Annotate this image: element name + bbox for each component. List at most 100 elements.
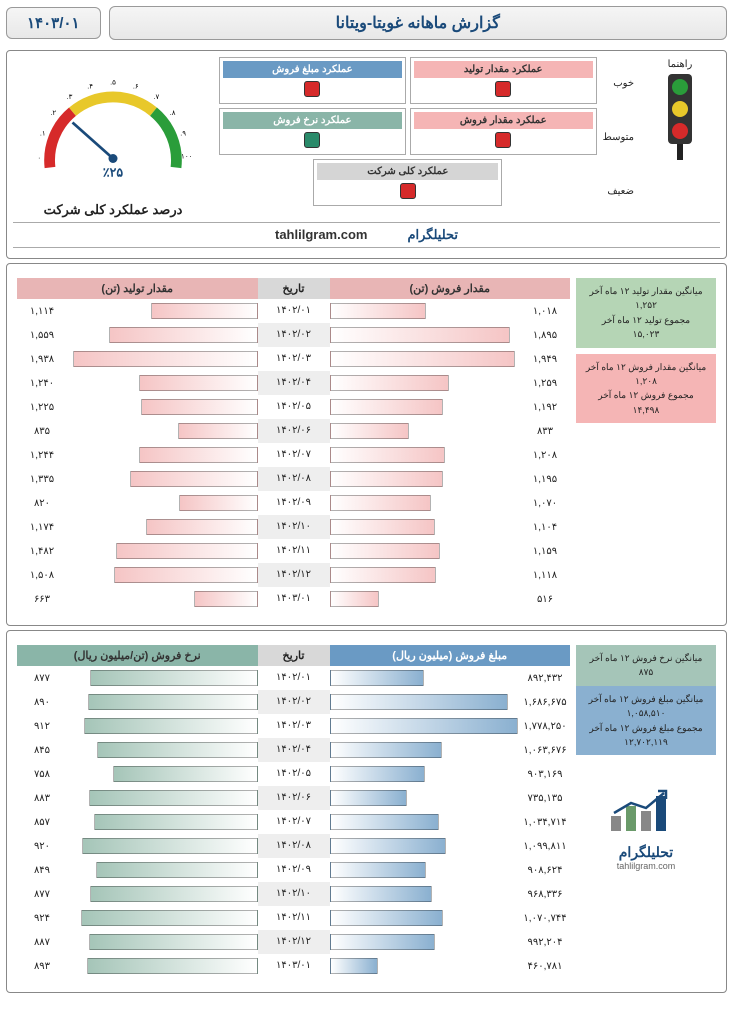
bar-value: ۱,۲۵۹: [520, 378, 570, 389]
bar-row: ۸۴۵: [17, 738, 258, 762]
logo-icon: [596, 781, 696, 841]
bar-row: ۷۵۸: [17, 762, 258, 786]
date-column: تاریخ۱۴۰۲/۰۱۱۴۰۲/۰۲۱۴۰۲/۰۳۱۴۰۲/۰۴۱۴۰۲/۰۵…: [258, 278, 330, 611]
date-cell: ۱۴۰۲/۱۲: [258, 563, 330, 587]
bar-value: ۱,۱۱۴: [17, 306, 67, 317]
date-cell: ۱۴۰۲/۰۲: [258, 690, 330, 714]
bar-value: ۸۲۰: [17, 498, 67, 509]
column-header: نرخ فروش (تن/میلیون ریال): [17, 645, 258, 666]
bar-value: ۸۹۰: [17, 697, 67, 708]
bar-fill: [330, 543, 440, 559]
bar-fill: [330, 303, 427, 319]
bar-value: ۵۱۶: [520, 594, 570, 605]
bar-fill: [330, 519, 435, 535]
bar-row: ۱,۴۸۲: [17, 539, 258, 563]
svg-text:۴.: ۴.: [87, 81, 93, 90]
bar-value: ۱,۹۳۸: [17, 354, 67, 365]
bar-value: ۸۳۳: [520, 426, 570, 437]
date-cell: ۱۴۰۲/۰۷: [258, 443, 330, 467]
bar-row: ۹۰۸,۶۲۴: [330, 858, 571, 882]
stat-line: مجموع فروش ۱۲ ماه آخر: [580, 388, 712, 402]
bar-row: ۱,۰۳۴,۷۱۴: [330, 810, 571, 834]
section-2: میانگین نرخ فروش ۱۲ ماه آخر۸۷۵میانگین مب…: [6, 630, 727, 993]
indicator-label: عملکرد مبلغ فروش: [223, 61, 402, 78]
bar-value: ۸۷۷: [17, 889, 67, 900]
bar-fill: [90, 670, 257, 686]
legend-bad: ضعیف: [603, 186, 634, 197]
bar-fill: [82, 838, 257, 854]
bar-fill: [330, 958, 379, 974]
bar-value: ۱,۰۱۸: [520, 306, 570, 317]
bar-value: ۱,۹۴۹: [520, 354, 570, 365]
bar-value: ۱,۰۳۴,۷۱۴: [520, 817, 570, 828]
brand-row: تحلیلگرام tahlilgram.com: [13, 222, 720, 248]
bar-row: ۱,۶۸۶,۶۷۵: [330, 690, 571, 714]
bar-value: ۹۲۴: [17, 913, 67, 924]
report-date: ۱۴۰۳/۰۱: [6, 7, 101, 39]
indicator-light: [304, 81, 320, 97]
bar-value: ۸۴۵: [17, 745, 67, 756]
bar-row: ۱,۷۷۸,۲۵۰: [330, 714, 571, 738]
bar-row: ۸۹۳: [17, 954, 258, 978]
bar-fill: [113, 766, 257, 782]
bar-value: ۹۱۲: [17, 721, 67, 732]
bar-fill: [330, 934, 435, 950]
stat-line: ۱,۲۵۲: [580, 298, 712, 312]
gauge-title: درصد عملکرد کلی شرکت: [13, 202, 213, 218]
bar-fill: [330, 814, 440, 830]
overall-indicator: عملکرد کلی شرکت: [313, 159, 502, 206]
bar-fill: [330, 742, 443, 758]
date-cell: ۱۴۰۲/۱۱: [258, 539, 330, 563]
bar-value: ۱,۰۹۹,۸۱۱: [520, 841, 570, 852]
bar-fill: [96, 862, 258, 878]
brand-en: tahlilgram.com: [275, 227, 367, 243]
legend-labels: خوب متوسط ضعیف: [603, 57, 634, 218]
bar-value: ۴۶۰,۷۸۱: [520, 961, 570, 972]
svg-text:۵.: ۵.: [110, 78, 116, 87]
bar-fill: [97, 742, 258, 758]
legend-mid: متوسط: [603, 132, 634, 143]
bar-value: ۱,۰۷۰,۷۴۴: [520, 913, 570, 924]
bar-row: ۱,۹۴۹: [330, 347, 571, 371]
bar-row: ۶۶۳: [17, 587, 258, 611]
bar-value: ۱,۷۷۸,۲۵۰: [520, 721, 570, 732]
bar-column: مقدار فروش (تن)۱,۰۱۸۱,۸۹۵۱,۹۴۹۱,۲۵۹۱,۱۹۲…: [330, 278, 571, 611]
bar-fill: [330, 886, 432, 902]
date-cell: ۱۴۰۲/۰۶: [258, 419, 330, 443]
date-cell: ۱۴۰۲/۱۰: [258, 882, 330, 906]
bar-fill: [330, 862, 426, 878]
bar-value: ۱,۰۷۰: [520, 498, 570, 509]
stat-box: میانگین نرخ فروش ۱۲ ماه آخر۸۷۵: [576, 645, 716, 686]
bar-column: نرخ فروش (تن/میلیون ریال) ۸۷۷ ۸۹۰ ۹۱۲ ۸۴۵ ۷۵۸…: [17, 645, 258, 978]
indicator-label: عملکرد مقدار فروش: [414, 112, 593, 129]
indicator-cell: عملکرد نرخ فروش: [219, 108, 406, 155]
bar-row: ۱,۱۹۲: [330, 395, 571, 419]
bar-row: ۱,۳۳۵: [17, 467, 258, 491]
bar-fill: [81, 910, 257, 926]
bar-value: ۸۸۷: [17, 937, 67, 948]
stat-box: میانگین مقدار تولید ۱۲ ماه آخر۱,۲۵۲مجموع…: [576, 278, 716, 348]
bar-row: ۹۲۰: [17, 834, 258, 858]
stat-line: ۱۴,۴۹۸: [580, 403, 712, 417]
bar-fill: [330, 423, 409, 439]
stat-line: مجموع مبلغ فروش ۱۲ ماه آخر: [580, 721, 712, 735]
logo: تحلیلگرام tahlilgram.com: [576, 781, 716, 871]
bar-value: ۱,۰۶۳,۶۷۶: [520, 745, 570, 756]
header: گزارش ماهانه غویتا-ویتانا ۱۴۰۳/۰۱: [0, 0, 733, 46]
bar-fill: [146, 519, 258, 535]
bar-value: ۹۰۸,۶۲۴: [520, 865, 570, 876]
bar-row: ۱,۲۴۰: [17, 371, 258, 395]
bar-value: ۱,۲۲۵: [17, 402, 67, 413]
bar-value: ۸۵۷: [17, 817, 67, 828]
bar-fill: [330, 327, 510, 343]
column-header: مبلغ فروش (میلیون ریال): [330, 645, 571, 666]
date-cell: ۱۴۰۲/۰۵: [258, 762, 330, 786]
svg-text:٪۲۵: ٪۲۵: [103, 166, 124, 180]
bar-row: ۹۰۳,۱۶۹: [330, 762, 571, 786]
bar-row: ۸۷۷: [17, 882, 258, 906]
bar-row: ۸۹۲,۴۳۲: [330, 666, 571, 690]
bar-fill: [130, 471, 257, 487]
bar-fill: [330, 766, 426, 782]
bar-row: ۴۶۰,۷۸۱: [330, 954, 571, 978]
bar-fill: [330, 670, 424, 686]
